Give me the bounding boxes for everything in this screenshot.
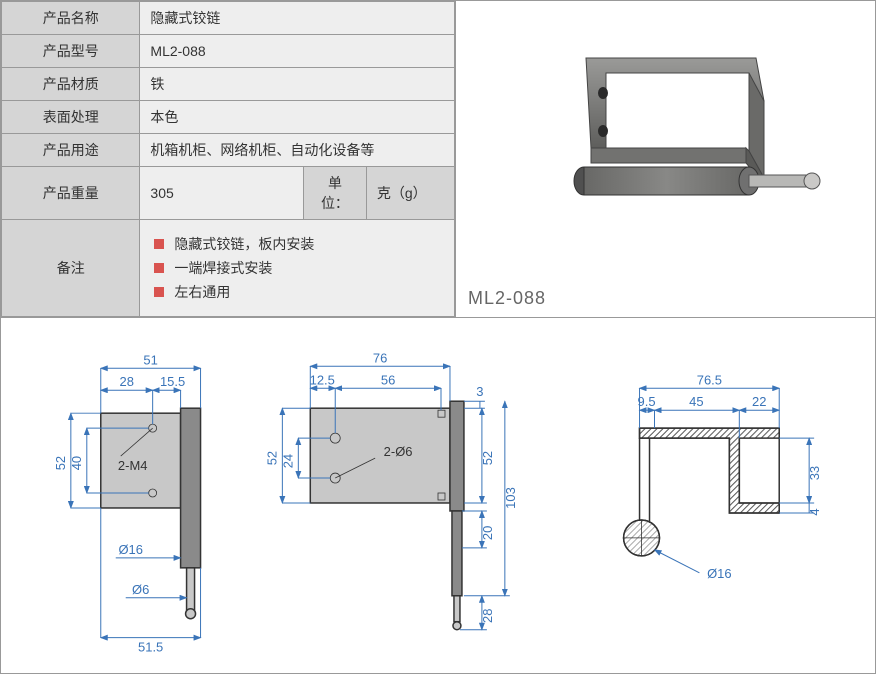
dim-label: 4 [807,508,822,515]
note-item: 隐藏式铰链，板内安装 [154,234,440,254]
dim-label: 51.5 [138,640,163,655]
dim-label: 22 [752,394,766,409]
product-image [464,7,867,288]
dim-label: 28 [480,609,495,623]
spec-label: 产品用途 [2,134,140,167]
note-text: 一端焊接式安装 [174,258,272,278]
dim-label: 24 [280,454,295,468]
dim-label: 9.5 [638,394,656,409]
bullet-icon [154,263,164,273]
dim-label: Ø16 [707,566,732,581]
dim-label: 45 [689,394,703,409]
table-row: 产品名称 隐藏式铰链 [2,2,455,35]
notes-cell: 隐藏式铰链，板内安装 一端焊接式安装 左右通用 [140,220,455,317]
dim-label: 52 [480,451,495,465]
technical-drawing: 2-M4 51 28 15.5 52 4 [1,318,875,673]
table-row: 产品用途 机箱机柜、网络机柜、自动化设备等 [2,134,455,167]
dim-label: 15.5 [160,374,185,389]
dim-label: Ø16 [118,542,143,557]
table-row: 备注 隐藏式铰链，板内安装 一端焊接式安装 左右通用 [2,220,455,317]
dim-label: 20 [480,526,495,540]
spec-label: 产品材质 [2,68,140,101]
spec-value: 机箱机柜、网络机柜、自动化设备等 [140,134,455,167]
note-item: 一端焊接式安装 [154,258,440,278]
table-row: 表面处理 本色 [2,101,455,134]
dim-label: 28 [119,374,133,389]
bullet-icon [154,239,164,249]
dim-label: 103 [503,487,518,509]
dim-label: 2-M4 [118,458,148,473]
dim-label: 56 [381,372,395,387]
dim-label: 52 [264,451,279,465]
spec-label: 表面处理 [2,101,140,134]
dim-label: 33 [807,466,822,480]
product-spec-sheet: 产品名称 隐藏式铰链 产品型号 ML2-088 产品材质 铁 表面处理 本色 产… [0,0,876,674]
unit-label: 单位： [303,167,366,220]
note-item: 左右通用 [154,282,440,302]
spec-label: 产品重量 [2,167,140,220]
dim-label: 52 [53,456,68,470]
table-row: 产品型号 ML2-088 [2,35,455,68]
spec-value: ML2-088 [140,35,455,68]
dim-label: 51 [143,352,157,367]
weight-value: 305 [140,167,304,220]
bullet-icon [154,287,164,297]
unit-value: 克（g） [366,167,454,220]
spec-table: 产品名称 隐藏式铰链 产品型号 ML2-088 产品材质 铁 表面处理 本色 产… [1,1,455,317]
note-text: 左右通用 [174,282,230,302]
notes-label: 备注 [2,220,140,317]
dim-label: 40 [69,456,84,470]
spec-label: 产品型号 [2,35,140,68]
spec-value: 铁 [140,68,455,101]
table-row: 产品材质 铁 [2,68,455,101]
dim-label: 3 [476,384,483,399]
dim-label: 76.5 [697,372,722,387]
dim-label: 76 [373,350,387,365]
product-image-panel: ML2-088 [455,1,875,317]
image-caption: ML2-088 [464,288,867,309]
table-row: 产品重量 305 单位： 克（g） [2,167,455,220]
dim-label: Ø6 [132,582,149,597]
dim-label: 2-Ø6 [384,444,413,459]
spec-value: 本色 [140,101,455,134]
spec-label: 产品名称 [2,2,140,35]
dim-label: 12.5 [310,372,335,387]
note-text: 隐藏式铰链，板内安装 [174,234,314,254]
top-section: 产品名称 隐藏式铰链 产品型号 ML2-088 产品材质 铁 表面处理 本色 产… [1,1,875,318]
spec-value: 隐藏式铰链 [140,2,455,35]
